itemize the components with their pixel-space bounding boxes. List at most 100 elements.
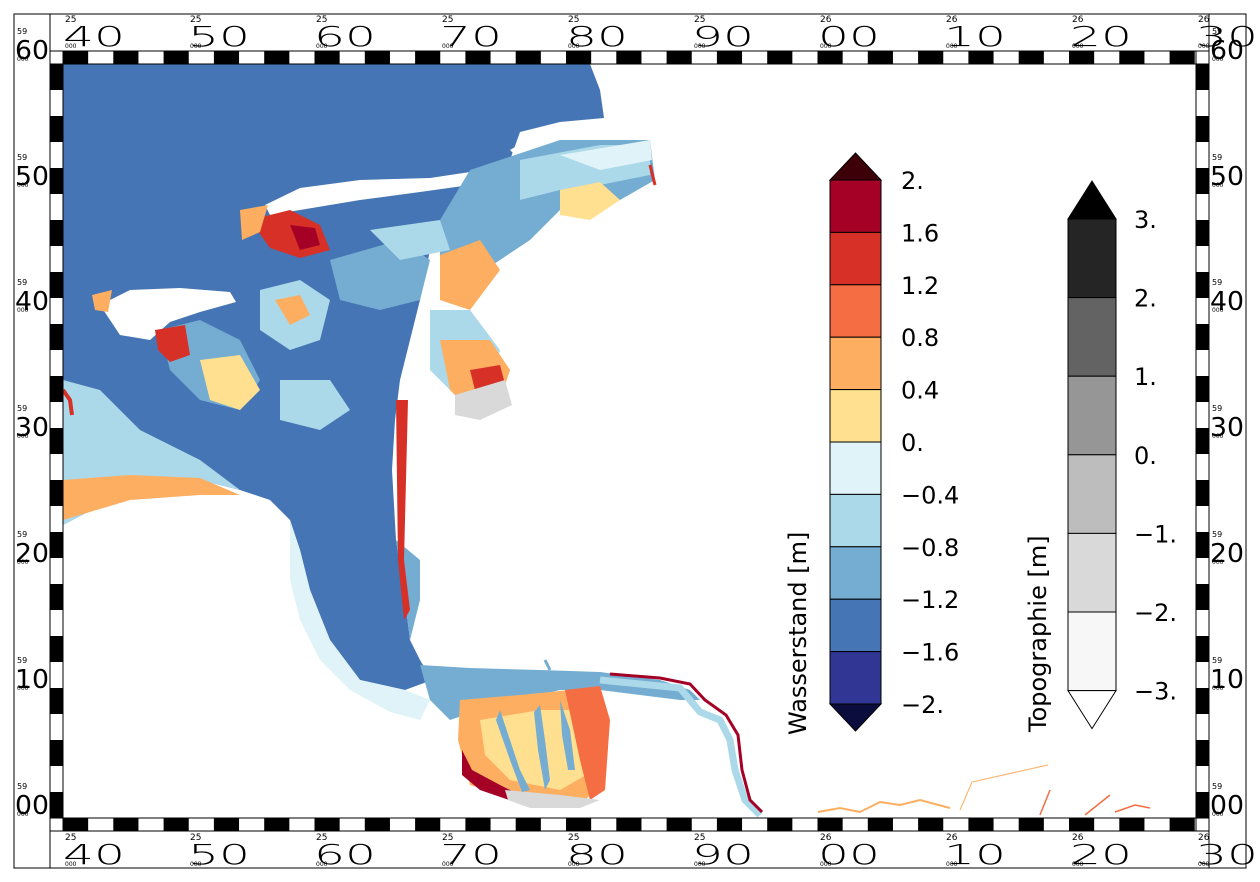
svg-text:59: 59 (17, 782, 27, 791)
scale-segment (1196, 792, 1209, 818)
scale-segment (616, 818, 642, 831)
svg-text:00: 00 (1210, 791, 1244, 821)
island-west (100, 288, 236, 340)
scale-segment (666, 51, 692, 64)
svg-text:40: 40 (63, 20, 125, 53)
svg-text:50: 50 (188, 838, 250, 871)
scale-segment (50, 792, 63, 818)
scale-segment (817, 818, 843, 831)
legend-swatch (829, 284, 882, 338)
legend-swatch (1067, 297, 1117, 377)
legend-swatch (829, 231, 882, 286)
legend-swatch (829, 336, 882, 391)
svg-text:10: 10 (15, 665, 49, 695)
scale-segment (1196, 584, 1209, 610)
scale-segment (50, 688, 63, 714)
legend-level-label: 3. (1134, 206, 1157, 234)
svg-text:59: 59 (17, 656, 27, 665)
scale-segment (113, 51, 139, 64)
svg-text:10: 10 (944, 20, 1006, 53)
svg-text:70: 70 (440, 20, 502, 53)
scale-segment (50, 428, 63, 454)
svg-text:000: 000 (17, 56, 29, 63)
svg-text:26: 26 (946, 833, 958, 843)
svg-text:59: 59 (1212, 27, 1222, 36)
svg-text:000: 000 (17, 559, 29, 566)
scale-segment (1169, 818, 1195, 831)
svg-text:80: 80 (566, 20, 628, 53)
svg-text:000: 000 (1198, 43, 1210, 50)
svg-text:59: 59 (1212, 656, 1222, 665)
svg-text:000: 000 (1212, 56, 1224, 63)
scale-segment (50, 480, 63, 506)
svg-text:000: 000 (65, 43, 77, 50)
legend-level-label: 0. (901, 429, 924, 457)
scale-segment (364, 51, 390, 64)
svg-text:26: 26 (1072, 833, 1084, 843)
svg-text:90: 90 (692, 20, 754, 53)
scale-segment (50, 636, 63, 662)
svg-text:000: 000 (1198, 861, 1210, 868)
svg-text:26: 26 (1198, 833, 1210, 843)
svg-text:59: 59 (1212, 404, 1222, 413)
scale-segment (867, 51, 893, 64)
svg-text:000: 000 (568, 861, 580, 868)
svg-text:25: 25 (694, 15, 705, 25)
svg-text:000: 000 (1212, 433, 1224, 440)
svg-text:000: 000 (1212, 559, 1224, 566)
topography-legend: 3. 2. 1. 0. −1. −2. −3. Topographie [m] (1024, 180, 1177, 733)
svg-text:20: 20 (1070, 838, 1132, 871)
scale-segment (1119, 51, 1145, 64)
svg-text:40: 40 (15, 287, 49, 317)
scale-segment (1069, 818, 1095, 831)
svg-text:25: 25 (190, 833, 201, 843)
svg-text:70: 70 (440, 838, 502, 871)
svg-text:000: 000 (65, 861, 77, 868)
svg-text:25: 25 (568, 15, 579, 25)
scale-segment (1196, 324, 1209, 350)
svg-text:26: 26 (820, 15, 832, 25)
legend-swatch (829, 441, 882, 495)
scale-segment (465, 51, 491, 64)
legend-level-label: −1. (1134, 520, 1177, 548)
svg-text:000: 000 (820, 43, 832, 50)
scale-segment (716, 818, 743, 831)
svg-text:60: 60 (314, 838, 376, 871)
svg-text:000: 000 (1212, 182, 1224, 189)
scale-segment (968, 818, 994, 831)
legend-level-label: 1.2 (901, 272, 939, 300)
svg-text:000: 000 (316, 43, 328, 50)
svg-text:10: 10 (944, 838, 1006, 871)
svg-text:50: 50 (1210, 162, 1244, 192)
scale-segment (767, 51, 793, 64)
svg-text:000: 000 (1072, 861, 1084, 868)
legend-level-label: 2. (1134, 285, 1157, 313)
svg-text:000: 000 (442, 43, 454, 50)
scale-segment (163, 818, 189, 831)
svg-text:59: 59 (1212, 153, 1222, 162)
legend-level-label: 2. (901, 167, 924, 195)
svg-text:25: 25 (694, 833, 705, 843)
svg-text:000: 000 (820, 861, 832, 868)
scale-segment (515, 818, 541, 831)
svg-text:59: 59 (17, 278, 27, 287)
legend-swatch (829, 493, 882, 548)
legend-swatch (1067, 218, 1117, 299)
scale-segment (1196, 272, 1209, 298)
scale-segment (918, 818, 944, 831)
scale-segment (867, 818, 893, 831)
svg-text:59: 59 (17, 530, 27, 539)
scale-segment (364, 818, 390, 831)
